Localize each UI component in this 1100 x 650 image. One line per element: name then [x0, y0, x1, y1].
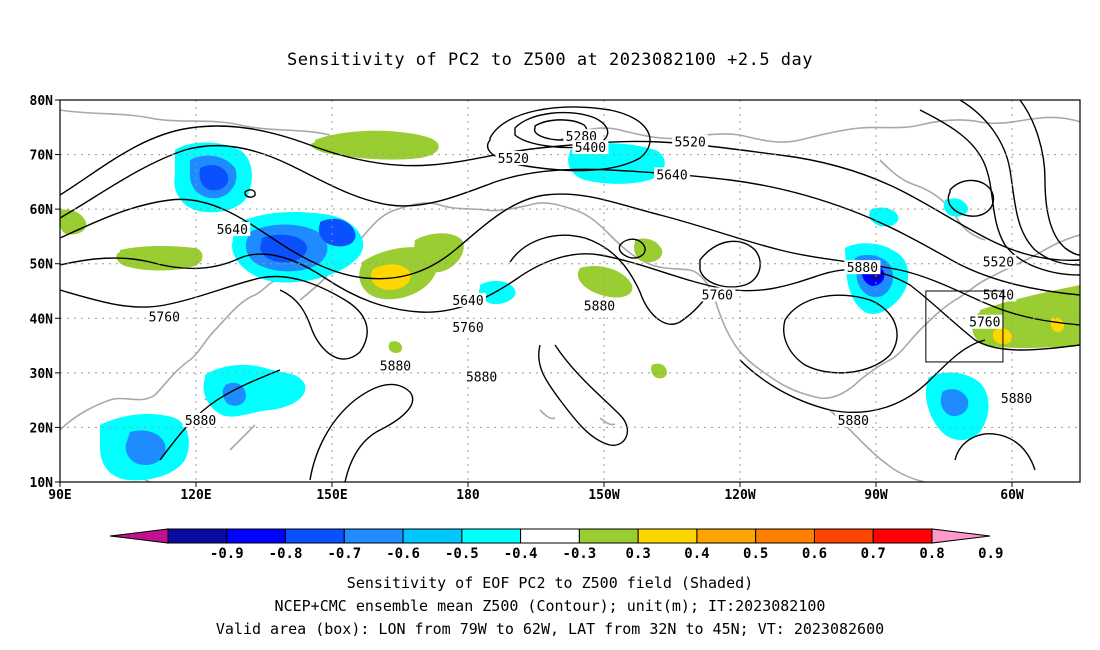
colorbar-label: 0.6 [802, 546, 827, 562]
lon-tick-label: 60W [1000, 488, 1024, 503]
contour-label-bg [581, 298, 618, 313]
contour-label: 5640 [217, 223, 248, 238]
contour-label-bg [835, 412, 872, 427]
contour-label-bg [572, 140, 609, 155]
contour-label-bg [450, 292, 486, 307]
contour-label: 5640 [656, 168, 687, 183]
colorbar-swatch [343, 528, 404, 544]
contour-label-bg [495, 151, 532, 166]
contour-label-bg [146, 309, 183, 324]
contour-label: 5520 [498, 152, 529, 167]
contour-label: 5880 [584, 299, 615, 314]
contour-label-bg [980, 254, 1017, 269]
colorbar-label: -0.4 [504, 546, 538, 562]
contour-label-bg [699, 287, 736, 302]
contour-label: 5760 [702, 288, 733, 303]
lon-tick-label: 150W [588, 488, 619, 503]
map-title: Sensitivity of PC2 to Z500 at 2023082100… [286, 50, 813, 70]
contour-label-bg [563, 129, 600, 144]
contour-label: 5520 [983, 256, 1014, 271]
colorbar-swatch [931, 528, 991, 544]
contour-labels: 5280540055205520564056405640576057605760… [146, 129, 1035, 429]
colorbar-swatch [461, 528, 522, 544]
colorbar-swatch [637, 528, 698, 544]
colorbar-swatch [872, 528, 933, 544]
lat-tick-label: 60N [30, 203, 54, 218]
colorbar-swatch [520, 528, 580, 544]
plot-frame [59, 99, 1081, 483]
lon-tick-label: 180 [456, 488, 480, 503]
colorbar-swatch [402, 528, 463, 544]
contour-label: 5640 [983, 288, 1014, 303]
colorbar-label: 0.4 [684, 546, 709, 562]
lat-tick-label: 50N [30, 258, 54, 273]
colorbar-label: -0.8 [269, 546, 303, 562]
colorbar-swatch [285, 528, 345, 544]
lat-tick-label: 10N [30, 476, 54, 491]
contour-label-bg [214, 221, 251, 236]
lon-tick-label: 120W [724, 488, 755, 503]
contour-label: 5520 [674, 136, 705, 151]
contour-label-bg [654, 167, 690, 182]
colorbar-swatch [755, 528, 815, 544]
contour-label: 5880 [847, 261, 878, 276]
valid-area-box [925, 290, 1004, 363]
colorbar-label: -0.6 [386, 546, 420, 562]
lon-tick-label: 150E [316, 488, 347, 503]
caption-contour: NCEP+CMC ensemble mean Z500 (Contour); u… [274, 597, 826, 615]
contour-label: 5880 [466, 370, 497, 385]
colorbar-swatch [578, 528, 639, 544]
lat-tick-label: 20N [30, 421, 54, 436]
longitude-axis: 90E 120E 150E 180 150W 120W 90W 60W [48, 482, 1024, 503]
contour-label: 5640 [452, 294, 483, 309]
colorbar-label: -0.9 [210, 546, 244, 562]
colorbar-label: -0.7 [327, 546, 361, 562]
colorbar-swatch [109, 528, 169, 544]
colorbar-label: -0.3 [563, 546, 597, 562]
lon-tick-label: 90W [864, 488, 888, 503]
contour-label: 5880 [1001, 392, 1032, 407]
lon-tick-label: 90E [48, 488, 71, 503]
contour-label-bg [966, 314, 1003, 329]
latitude-axis: 80N 70N 60N 50N 40N 30N 20N 10N [30, 94, 60, 491]
contour-label: 5760 [452, 321, 483, 336]
contour-label: 5760 [969, 316, 1000, 331]
lat-tick-label: 80N [30, 94, 54, 109]
contour-label-bg [450, 320, 486, 335]
contour-label-bg [377, 358, 414, 373]
colorbar-swatch [226, 528, 287, 544]
z500-contours [60, 100, 1080, 482]
contour-label: 5880 [185, 414, 216, 429]
contour-label: 5760 [149, 310, 180, 325]
contour-label: 5400 [575, 141, 606, 156]
caption-valid-area: Valid area (box): LON from 79W to 62W, L… [215, 620, 885, 638]
contour-label-bg [182, 412, 219, 427]
contour-label: 5880 [380, 359, 411, 374]
caption-shaded: Sensitivity of EOF PC2 to Z500 field (Sh… [346, 574, 754, 592]
contour-label-bg [998, 391, 1035, 406]
colorbar-label: 0.9 [978, 546, 1003, 562]
contour-label-bg [672, 134, 709, 149]
lon-tick-label: 120E [180, 488, 211, 503]
contour-label: 5880 [838, 414, 869, 429]
colorbar-swatch [167, 528, 228, 544]
colorbar-label: 0.3 [626, 546, 651, 562]
lat-tick-label: 40N [30, 312, 54, 327]
colorbar-label: -0.5 [445, 546, 479, 562]
colorbar-label: 0.5 [743, 546, 768, 562]
colorbar: -0.9 -0.8 -0.7 -0.6 -0.5 -0.4 -0.3 0.3 0.4 0.5 0.6… [109, 528, 1003, 562]
lat-tick-label: 30N [30, 367, 54, 382]
contour-label-bg [463, 369, 500, 384]
lat-tick-label: 70N [30, 149, 54, 164]
colorbar-label: 0.7 [861, 546, 886, 562]
contour-label-bg [844, 260, 881, 275]
colorbar-swatch [696, 528, 757, 544]
colorbar-label: 0.8 [919, 546, 944, 562]
colorbar-swatch [813, 528, 874, 544]
